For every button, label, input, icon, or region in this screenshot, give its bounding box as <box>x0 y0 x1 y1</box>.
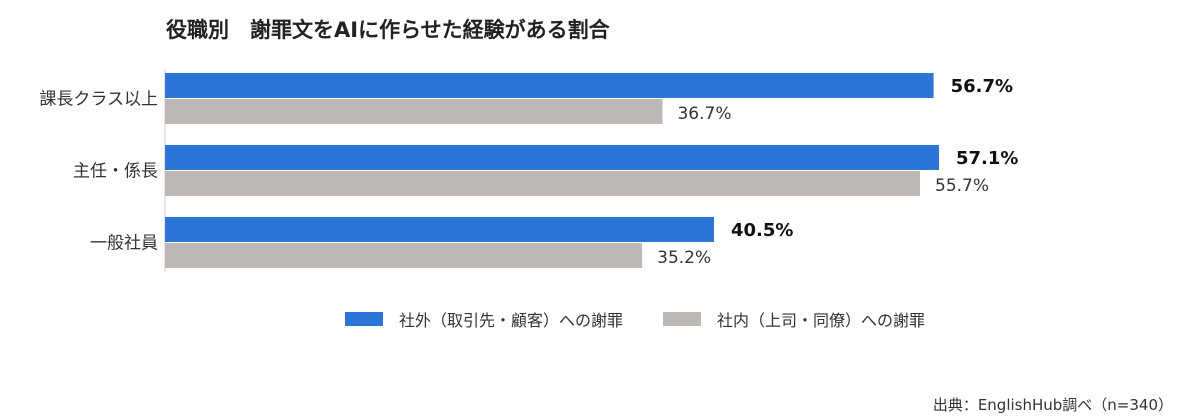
bar-external <box>165 217 714 242</box>
bar-internal <box>165 99 663 124</box>
data-label-internal: 35.2% <box>657 248 711 268</box>
bar-internal <box>165 243 643 268</box>
data-label-external: 40.5% <box>731 220 793 241</box>
source-note: 出典：EnglishHub調べ（n=340） <box>932 396 1173 414</box>
data-label-external: 57.1% <box>956 148 1018 169</box>
legend-swatch-external <box>345 312 383 326</box>
bar-internal <box>165 171 921 196</box>
bar-external <box>165 73 934 98</box>
data-label-internal: 36.7% <box>677 104 731 124</box>
data-label-internal: 55.7% <box>935 176 989 196</box>
legend-label-external: 社外（取引先・顧客）への謝罪 <box>399 311 624 330</box>
data-label-external: 56.7% <box>951 76 1013 97</box>
category-label: 課長クラス以上 <box>39 90 158 110</box>
legend-item-external: 社外（取引先・顧客）への謝罪 <box>345 307 623 331</box>
category-label: 一般社員 <box>90 234 158 254</box>
legend-swatch-internal <box>663 312 702 326</box>
legend: 社外（取引先・顧客）への謝罪 社内（上司・同僚）への謝罪 <box>345 307 965 331</box>
legend-item-internal: 社内（上司・同僚）への謝罪 <box>663 307 925 331</box>
chart-title: 役職別 謝罪文をAIに作らせた経験がある割合 <box>166 18 610 42</box>
category-label: 主任・係長 <box>73 162 158 182</box>
bar-external <box>165 145 939 170</box>
legend-label-internal: 社内（上司・同僚）への謝罪 <box>717 311 926 330</box>
bar-chart: 課長クラス以上 56.7% 36.7% 主任・係長 57.1% 55.7% 一般社員 40.5… <box>39 69 1018 272</box>
